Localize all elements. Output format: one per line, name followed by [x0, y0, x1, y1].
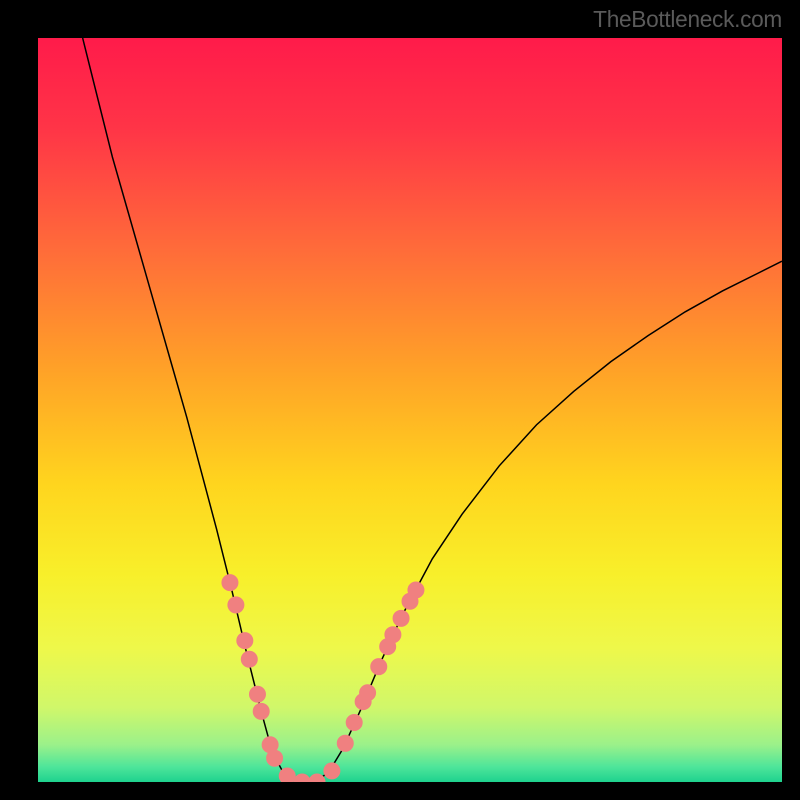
data-marker [253, 703, 269, 719]
data-marker [324, 763, 340, 779]
data-marker [267, 750, 283, 766]
data-marker [249, 686, 265, 702]
chart-svg [0, 0, 800, 800]
data-marker [222, 575, 238, 591]
data-marker [408, 582, 424, 598]
data-marker [279, 768, 295, 784]
data-marker [337, 735, 353, 751]
bottleneck-chart: TheBottleneck.com [0, 0, 800, 800]
data-marker [228, 597, 244, 613]
watermark-text: TheBottleneck.com [593, 6, 782, 33]
data-marker [371, 659, 387, 675]
data-marker [360, 685, 376, 701]
data-marker [346, 714, 362, 730]
data-marker [393, 610, 409, 626]
data-marker [237, 633, 253, 649]
chart-plot-area [38, 38, 782, 782]
data-marker [385, 627, 401, 643]
data-marker [241, 651, 257, 667]
